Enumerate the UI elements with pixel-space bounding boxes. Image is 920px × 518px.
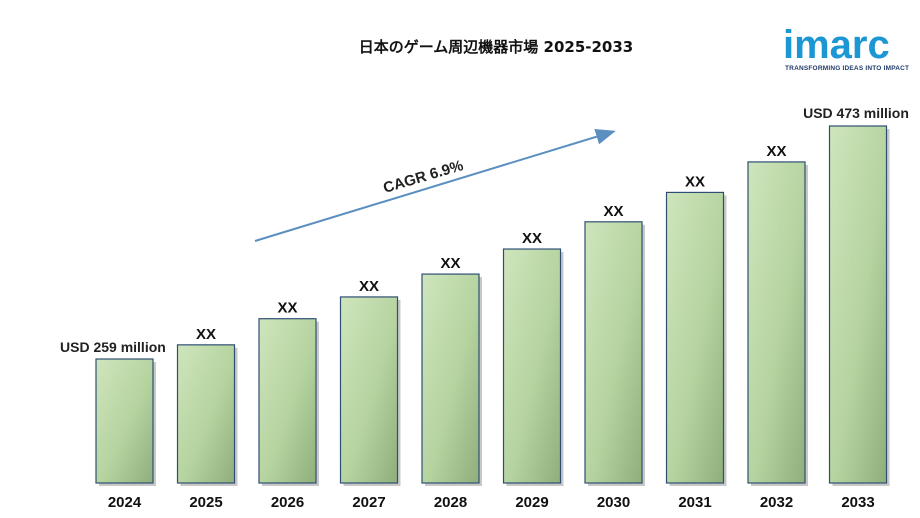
tick-label-2027: 2027 [352, 494, 385, 511]
data-label-2026: XX [277, 300, 297, 317]
x-axis-tick-labels: 2024 2025 2026 2027 2028 2029 2030 2031 2032 2033 [108, 494, 875, 511]
tick-label-2031: 2031 [678, 494, 711, 511]
data-label-2032: XX [766, 143, 786, 160]
tick-label-2033: 2033 [841, 494, 874, 511]
last-value-label: USD 473 million [803, 105, 909, 121]
tick-label-2025: 2025 [189, 494, 222, 511]
bars-group [95, 125, 890, 486]
tick-label-2024: 2024 [108, 494, 142, 511]
logo-tagline: TRANSFORMING IDEAS INTO IMPACT [785, 65, 909, 72]
bar-2024 [95, 358, 154, 484]
bar-2032 [747, 161, 806, 484]
data-label-2028: XX [440, 255, 460, 272]
bar-2028 [421, 273, 480, 484]
bar-2029 [502, 248, 562, 484]
data-label-2027: XX [359, 278, 379, 295]
tick-label-2026: 2026 [271, 494, 304, 511]
bar-2025 [176, 344, 236, 484]
tick-label-2029: 2029 [515, 494, 548, 511]
data-label-2029: XX [522, 230, 542, 247]
imarc-logo: imarc TRANSFORMING IDEAS INTO IMPACT [783, 23, 909, 72]
chart-title: 日本のゲーム周辺機器市場 2025-2033 [359, 38, 634, 56]
bar-2030 [584, 221, 643, 484]
tick-label-2030: 2030 [597, 494, 630, 511]
bar-2031 [665, 191, 725, 484]
data-label-2030: XX [603, 203, 623, 220]
data-label-2025: XX [196, 326, 216, 343]
cagr-arrow [254, 129, 616, 242]
logo-wordmark: imarc [783, 23, 890, 67]
tick-label-2032: 2032 [760, 494, 793, 511]
data-label-2031: XX [685, 173, 705, 190]
tick-label-2028: 2028 [434, 494, 467, 511]
data-labels-group: XX XX XX XX XX XX XX XX USD 259 million USD 473 m… [60, 105, 909, 355]
first-value-label: USD 259 million [60, 339, 166, 355]
cagr-annotation: CAGR 6.9% [254, 129, 616, 242]
bar-2026 [258, 318, 317, 484]
bar-2027 [339, 296, 399, 484]
cagr-label: CAGR 6.9% [381, 157, 465, 197]
bar-2033 [828, 125, 888, 484]
